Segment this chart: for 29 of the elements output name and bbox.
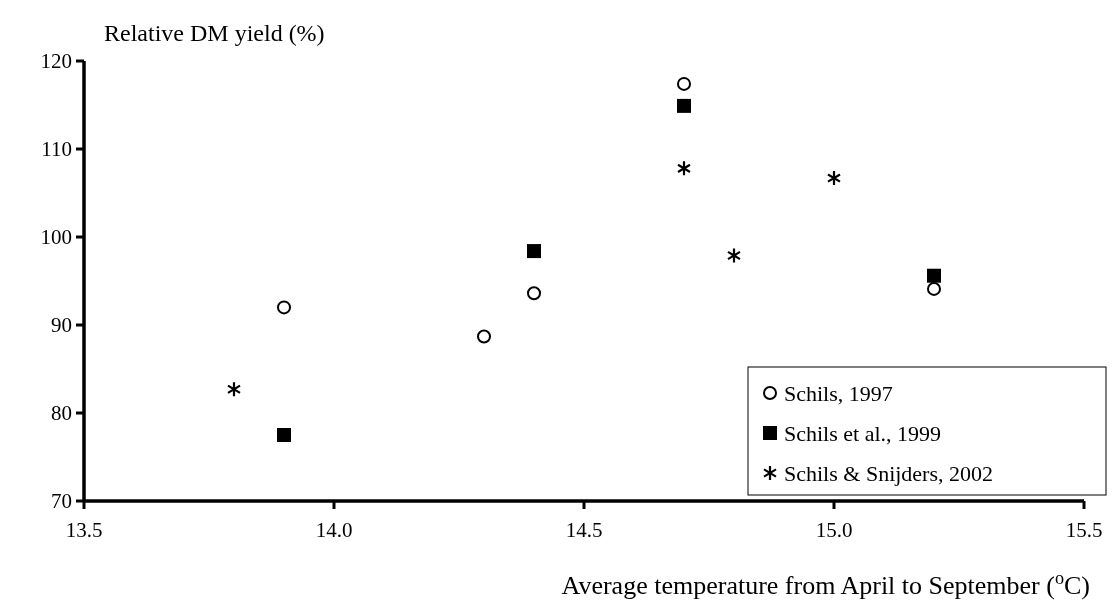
point — [277, 428, 291, 442]
legend-label: Schils, 1997 — [784, 380, 893, 406]
point — [277, 300, 291, 315]
point — [676, 160, 692, 177]
point — [677, 98, 691, 113]
point — [527, 244, 541, 259]
point — [226, 381, 242, 398]
point — [826, 169, 842, 187]
x-tick-label: 14.5 — [565, 518, 603, 542]
x-tick-label: 15.0 — [815, 518, 853, 542]
x-tick-label: 13.5 — [65, 518, 103, 542]
point — [726, 247, 742, 264]
legend-label: Schils & Snijders, 2002 — [784, 460, 994, 486]
x-axis-title: Average temperature from April to September ($^{o}$C) — [561, 568, 1090, 600]
legend-label: Schils et al., 1999 — [784, 420, 942, 446]
y-tick-label: 100 — [40, 225, 72, 250]
y-tick-label: 120 — [40, 49, 72, 74]
y-tick-label: 70 — [51, 489, 72, 514]
point — [477, 329, 491, 344]
y-tick-label: 80 — [51, 401, 72, 426]
y-tick-label: 110 — [41, 137, 72, 162]
x-tick-label: 14.0 — [315, 518, 353, 542]
point — [527, 286, 541, 301]
point — [927, 281, 941, 296]
y-axis-title: Relative DM yield (%) — [104, 20, 325, 46]
x-tick-label: 15.5 — [1065, 518, 1103, 542]
point — [677, 76, 691, 91]
point — [927, 268, 941, 283]
y-tick-label: 90 — [51, 313, 72, 338]
